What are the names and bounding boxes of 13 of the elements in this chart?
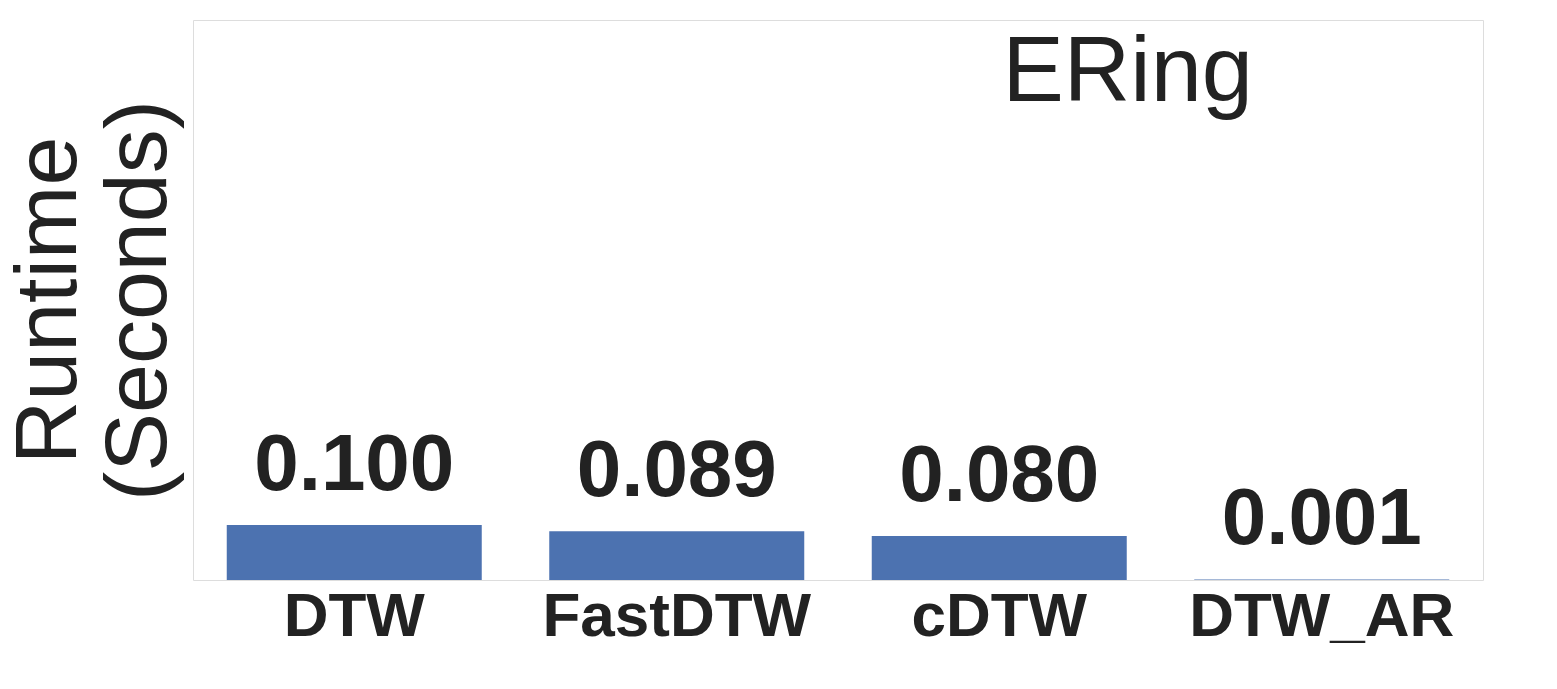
x-tick-label: DTW_AR bbox=[1189, 579, 1455, 649]
bar bbox=[871, 536, 1127, 580]
y-axis-title: Runtime (Seconds) bbox=[0, 99, 185, 502]
chart-title: ERing bbox=[1002, 18, 1253, 120]
bar bbox=[226, 525, 482, 580]
data-label: 0.001 bbox=[1221, 472, 1422, 562]
x-tick-label: DTW bbox=[283, 579, 426, 649]
data-label: 0.080 bbox=[899, 429, 1100, 519]
x-tick-label: cDTW bbox=[911, 579, 1088, 649]
data-label: 0.100 bbox=[254, 418, 455, 508]
data-label: 0.089 bbox=[576, 424, 777, 514]
bar bbox=[549, 531, 805, 580]
x-tick-label: FastDTW bbox=[542, 579, 812, 649]
